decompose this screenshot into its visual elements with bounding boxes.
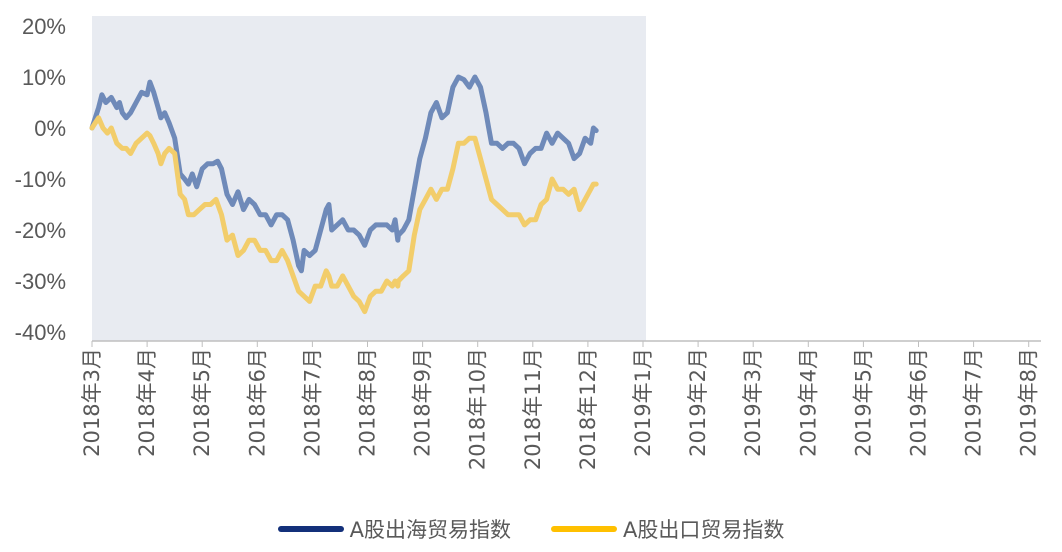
legend-label-series-2: A股出口贸易指数 bbox=[623, 518, 785, 542]
x-tick-label: 2019年2月 bbox=[686, 348, 710, 457]
x-tick-label: 2018年10月 bbox=[466, 348, 490, 470]
y-tick-label: -40% bbox=[15, 320, 66, 345]
legend-swatch-series-1 bbox=[277, 526, 344, 532]
x-tick-label: 2019年4月 bbox=[796, 348, 820, 457]
x-tick-label: 2018年12月 bbox=[576, 348, 600, 470]
shaded-period-band bbox=[92, 16, 646, 341]
x-tick-label: 2018年9月 bbox=[411, 348, 435, 457]
series-2-line-shaded-period bbox=[89, 115, 599, 315]
x-tick-label: 2019年7月 bbox=[962, 348, 986, 457]
x-tick-label: 2018年11月 bbox=[521, 348, 545, 470]
y-axis: 20% 10% 0% -10% -20% -30% -40% bbox=[15, 14, 66, 345]
x-tick-label: 2018年7月 bbox=[300, 348, 324, 457]
x-tick-label: 2018年4月 bbox=[135, 348, 159, 457]
x-tick-label: 2019年6月 bbox=[907, 348, 931, 457]
legend: A股出海贸易指数 A股出口贸易指数 bbox=[0, 512, 1062, 546]
x-tick-label: 2018年5月 bbox=[190, 348, 214, 457]
x-axis-ticks: 2018年3月 2018年4月 2018年5月 2018年6月 2018年7月 2018年… bbox=[80, 341, 1041, 470]
legend-item-series-2: A股出口贸易指数 bbox=[551, 514, 784, 544]
y-tick-label: -20% bbox=[15, 218, 66, 243]
x-tick-label: 2019年8月 bbox=[1017, 348, 1041, 457]
y-tick-label: -10% bbox=[15, 167, 66, 192]
x-tick-label: 2019年1月 bbox=[631, 348, 655, 457]
x-tick-label: 2018年6月 bbox=[245, 348, 269, 457]
y-tick-label: 20% bbox=[22, 14, 66, 39]
series-1-line-shaded-period bbox=[89, 74, 599, 274]
x-tick-label: 2019年3月 bbox=[741, 348, 765, 457]
y-tick-label: -30% bbox=[15, 269, 66, 294]
x-tick-label: 2019年5月 bbox=[851, 348, 875, 457]
legend-swatch-series-2 bbox=[551, 526, 617, 532]
y-tick-label: 0% bbox=[34, 116, 66, 141]
series-lines bbox=[89, 74, 599, 315]
y-tick-label: 10% bbox=[22, 65, 66, 90]
legend-item-series-1: A股出海贸易指数 bbox=[277, 514, 511, 544]
legend-label-series-1: A股出海贸易指数 bbox=[349, 518, 511, 542]
line-chart: 20%10%0%-10%-20%-30%-40% 2018年3月 2018年4月 2… bbox=[15, 14, 1041, 470]
x-tick-label: 2018年3月 bbox=[80, 348, 104, 457]
x-tick-label: 2018年8月 bbox=[356, 348, 380, 457]
